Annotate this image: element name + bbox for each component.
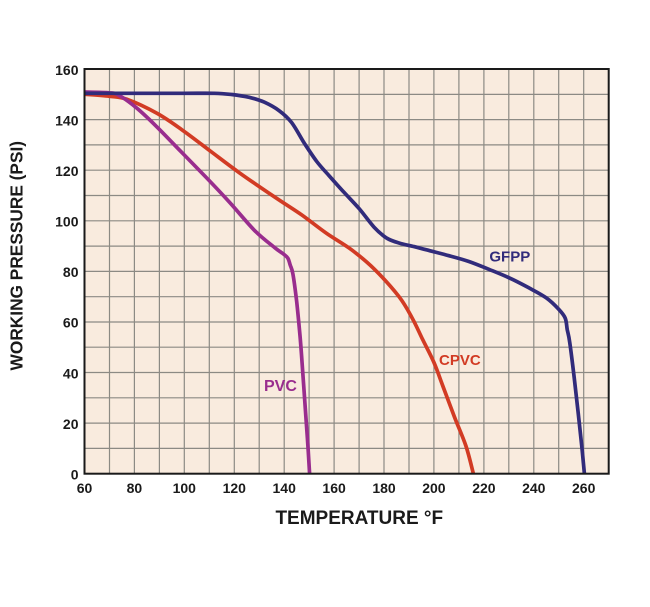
svg-text:GFPP: GFPP bbox=[489, 248, 530, 265]
svg-text:CPVC: CPVC bbox=[439, 352, 481, 369]
svg-text:WORKING PRESSURE (PSI): WORKING PRESSURE (PSI) bbox=[6, 141, 26, 370]
svg-text:220: 220 bbox=[472, 480, 496, 496]
svg-text:160: 160 bbox=[322, 480, 346, 496]
svg-text:240: 240 bbox=[522, 480, 546, 496]
svg-text:100: 100 bbox=[55, 214, 79, 230]
svg-text:140: 140 bbox=[273, 480, 297, 496]
svg-text:0: 0 bbox=[71, 467, 79, 483]
svg-text:180: 180 bbox=[372, 480, 396, 496]
svg-text:40: 40 bbox=[63, 365, 79, 381]
svg-text:PVC: PVC bbox=[264, 378, 297, 395]
svg-text:120: 120 bbox=[223, 480, 247, 496]
svg-text:260: 260 bbox=[572, 480, 596, 496]
svg-text:60: 60 bbox=[63, 315, 79, 331]
svg-text:140: 140 bbox=[55, 112, 79, 128]
svg-text:200: 200 bbox=[422, 480, 446, 496]
svg-text:80: 80 bbox=[127, 480, 143, 496]
svg-text:160: 160 bbox=[55, 62, 79, 78]
svg-text:120: 120 bbox=[55, 163, 79, 179]
svg-text:TEMPERATURE °F: TEMPERATURE °F bbox=[275, 508, 443, 529]
svg-text:60: 60 bbox=[77, 480, 93, 496]
svg-text:20: 20 bbox=[63, 416, 79, 432]
svg-text:100: 100 bbox=[173, 480, 197, 496]
svg-text:80: 80 bbox=[63, 264, 79, 280]
